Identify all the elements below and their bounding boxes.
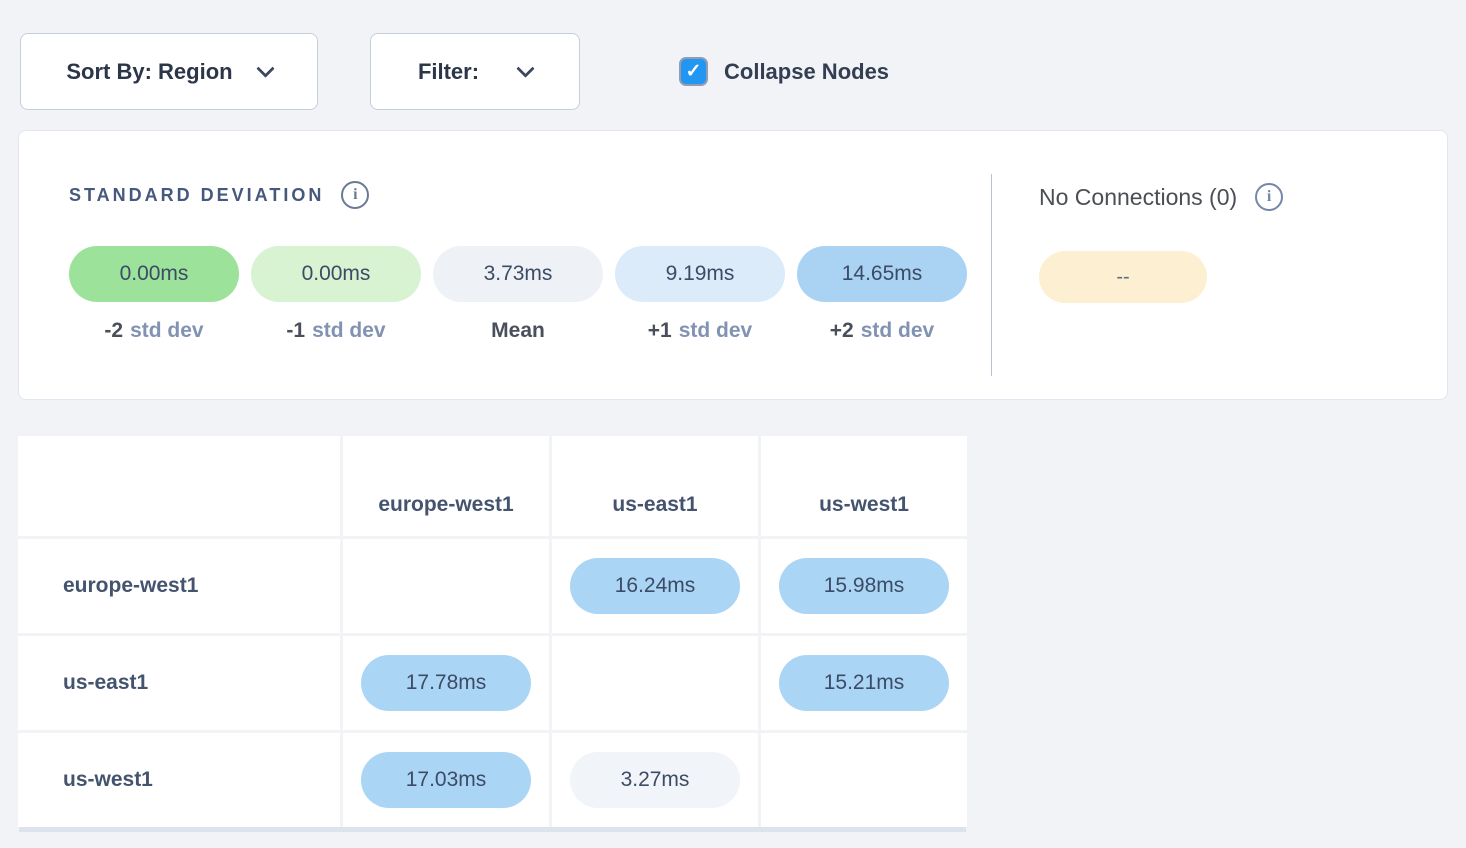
legend-label-unit: std dev	[312, 319, 386, 342]
latency-pill[interactable]: 3.27ms	[570, 752, 740, 808]
matrix-corner-cell	[18, 436, 340, 536]
legend-label-value: -1	[286, 319, 306, 342]
filter-dropdown[interactable]: Filter:	[370, 33, 580, 110]
chevron-down-icon	[255, 59, 275, 78]
filter-dropdown-label: Filter:	[417, 58, 480, 84]
no-connections-title: No Connections (0)	[1039, 183, 1238, 210]
std-dev-legend: STANDARD DEVIATION i 0.00ms 0.00ms 3.73m…	[19, 131, 991, 399]
legend-label-unit: std dev	[860, 319, 935, 342]
legend-label-unit: std dev	[130, 319, 204, 342]
collapse-nodes-label: Collapse Nodes	[724, 58, 890, 84]
latency-pill[interactable]: 15.98ms	[779, 558, 949, 614]
matrix-column-header: us-east1	[552, 436, 758, 536]
matrix-cell	[343, 539, 549, 633]
matrix-column-header: europe-west1	[343, 436, 549, 536]
matrix-row-header: us-east1	[18, 636, 340, 730]
no-connections-pill: --	[1039, 251, 1207, 303]
matrix-cell: 3.27ms	[552, 733, 758, 827]
matrix-cell	[761, 733, 967, 827]
matrix-cell	[552, 636, 758, 730]
chevron-down-icon	[516, 59, 535, 78]
latency-pill[interactable]: 16.24ms	[570, 558, 740, 614]
latency-pill[interactable]: 15.21ms	[779, 655, 949, 711]
matrix-cell: 15.21ms	[761, 636, 967, 730]
legend-label-plus1: +1 std dev	[615, 319, 785, 343]
legend-pill-minus1: 0.00ms	[251, 246, 421, 302]
matrix-cell: 16.24ms	[552, 539, 758, 633]
legend-label-minus2: -2 std dev	[69, 319, 239, 343]
legend-label-minus1: -1 std dev	[251, 319, 421, 343]
matrix-cell: 15.98ms	[761, 539, 967, 633]
matrix-column-header: us-west1	[761, 436, 967, 536]
collapse-nodes-toggle[interactable]: ✓ Collapse Nodes	[679, 57, 889, 86]
legend-label-value: +2	[829, 319, 854, 342]
latency-matrix: europe-west1 us-east1 us-west1 europe-we…	[18, 436, 967, 827]
sort-by-dropdown-label: Sort By: Region	[66, 58, 233, 84]
std-dev-title: STANDARD DEVIATION	[69, 184, 325, 205]
sort-by-dropdown[interactable]: Sort By: Region	[20, 33, 318, 110]
legend-divider	[991, 174, 992, 376]
toolbar: Sort By: Region Filter: ✓ Collapse Nodes	[0, 0, 1466, 110]
no-connections-legend: No Connections (0) i --	[992, 131, 1447, 399]
legend-pill-mean: 3.73ms	[433, 246, 603, 302]
latency-pill[interactable]: 17.03ms	[361, 752, 531, 808]
legend-label-unit: std dev	[678, 319, 753, 342]
legend-pill-minus2: 0.00ms	[69, 246, 239, 302]
legend-label-plus2: +2 std dev	[797, 319, 967, 343]
collapse-nodes-checkbox[interactable]: ✓	[679, 57, 708, 86]
legend-label-value: +1	[647, 319, 672, 342]
latency-pill[interactable]: 17.78ms	[361, 655, 531, 711]
legend-pill-plus2: 14.65ms	[797, 246, 967, 302]
matrix-row-header: us-west1	[18, 733, 340, 827]
std-dev-info-icon[interactable]: i	[341, 181, 370, 209]
no-connections-info-icon[interactable]: i	[1255, 183, 1284, 211]
legend-card: STANDARD DEVIATION i 0.00ms 0.00ms 3.73m…	[18, 130, 1448, 400]
matrix-cell: 17.78ms	[343, 636, 549, 730]
legend-pill-plus1: 9.19ms	[615, 246, 785, 302]
legend-label-value: -2	[104, 319, 124, 342]
legend-label-value: Mean	[491, 319, 545, 342]
matrix-cell: 17.03ms	[343, 733, 549, 827]
legend-label-mean: Mean	[433, 319, 603, 343]
matrix-row-header: europe-west1	[18, 539, 340, 633]
